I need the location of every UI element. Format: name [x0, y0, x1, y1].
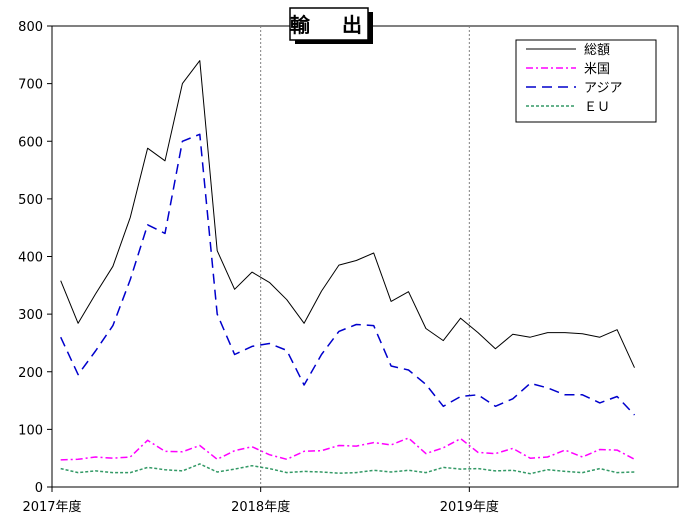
y-tick-label-200: 200: [18, 366, 43, 381]
x-axis-ticks: 2017年度 2018年度 2019年度: [22, 487, 499, 515]
y-axis-ticks: 0 100 200 300 400 500 600 700 800: [18, 20, 52, 496]
y-tick-label-700: 700: [18, 78, 43, 93]
y-tick-label-600: 600: [18, 135, 43, 150]
y-tick-label-300: 300: [18, 308, 43, 323]
vertical-grid-lines: [260, 26, 470, 487]
y-tick-label-400: 400: [18, 251, 43, 266]
series-line-3: [60, 463, 635, 475]
series-lines: [60, 60, 636, 475]
y-tick-label-0: 0: [35, 481, 43, 496]
x-tick-label-0: 2017年度: [22, 499, 81, 515]
chart-title-box: 輸 出: [289, 7, 373, 44]
y-tick-label-500: 500: [18, 193, 43, 208]
chart-title: 輸 出: [290, 13, 368, 37]
legend-label-3: ＥＵ: [584, 100, 610, 115]
x-tick-label-2: 2019年度: [440, 499, 499, 515]
y-tick-label-100: 100: [18, 423, 43, 438]
x-tick-label-1: 2018年度: [231, 499, 290, 515]
series-line-0: [60, 60, 635, 368]
legend-label-2: アジア: [584, 81, 622, 96]
series-line-2: [60, 133, 636, 416]
y-tick-label-800: 800: [18, 20, 43, 35]
legend-label-0: 総額: [584, 43, 610, 58]
series-line-1: [60, 437, 635, 461]
legend-label-1: 米国: [584, 62, 610, 77]
